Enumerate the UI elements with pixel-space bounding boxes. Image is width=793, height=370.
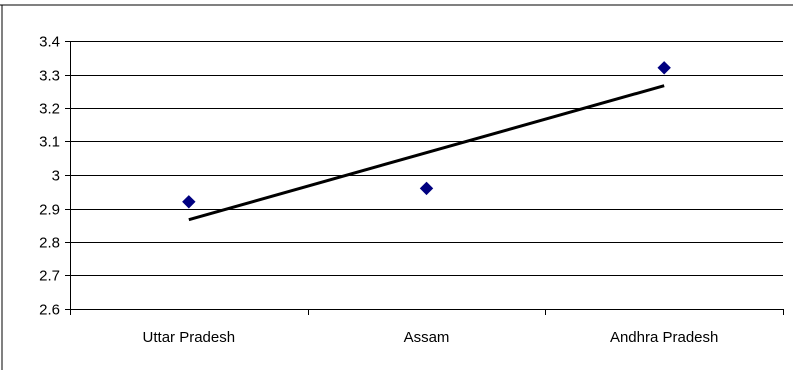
axes <box>70 41 783 310</box>
data-point-diamond <box>657 61 671 75</box>
x-category-label: Andhra Pradesh <box>610 329 718 346</box>
y-tick-label: 3.4 <box>39 34 60 51</box>
data-point-diamond <box>419 181 434 196</box>
y-tick-label: 2.8 <box>39 235 60 252</box>
y-tick-label: 3 <box>52 168 60 185</box>
y-tick-label: 3.1 <box>39 134 60 151</box>
data-points <box>182 61 671 209</box>
trendline-group <box>188 84 665 222</box>
y-tick-label: 3.3 <box>39 68 60 85</box>
gridlines <box>70 41 783 310</box>
x-axis-ticks: Uttar Pradesh Assam Andhra Pradesh <box>70 309 784 346</box>
y-tick-label: 2.9 <box>39 202 60 219</box>
y-tick-label: 2.7 <box>39 268 60 285</box>
linear-trendline <box>188 84 665 222</box>
x-category-label: Assam <box>404 329 450 346</box>
y-axis-ticks: 2.6 2.7 2.8 2.9 3 3.1 3.2 3.3 3.4 <box>39 34 70 319</box>
y-tick-label: 2.6 <box>39 302 60 319</box>
x-category-label: Uttar Pradesh <box>143 329 236 346</box>
y-tick-label: 3.2 <box>39 101 60 118</box>
data-point-diamond <box>182 195 196 209</box>
